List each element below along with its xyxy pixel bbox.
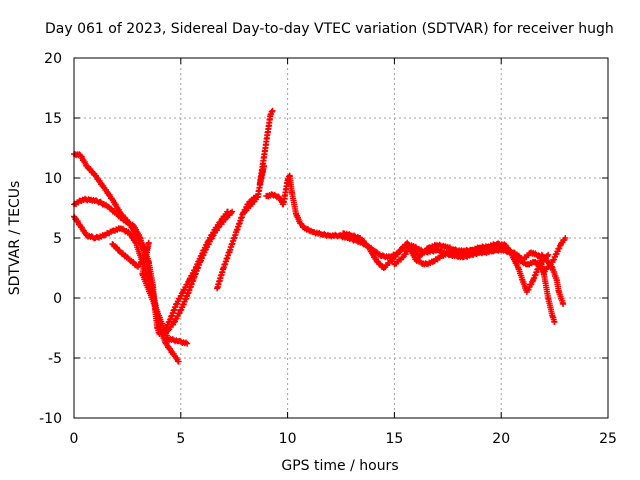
x-axis-label: GPS time / hours	[281, 458, 398, 474]
axis-ticks: 0 5 10 15 20 25 -10 -5 0 5 10 15 20	[39, 51, 617, 447]
series-track-l	[538, 251, 567, 307]
series-track-h	[241, 107, 276, 215]
plot-frame	[73, 57, 609, 419]
chart-title: Day 061 of 2023, Sidereal Day-to-day VTE…	[45, 21, 614, 37]
series-track-j	[340, 230, 552, 295]
y-tick-label: 20	[44, 51, 62, 67]
y-tick-label: 10	[44, 171, 62, 187]
y-tick-label: 5	[53, 231, 62, 247]
x-tick-label: 15	[385, 431, 403, 447]
x-tick-label: 10	[279, 431, 297, 447]
series-track-f	[165, 208, 236, 334]
y-tick-label: -10	[39, 411, 62, 427]
x-tick-label: 5	[176, 431, 185, 447]
y-axis-label: SDTVAR / TECUs	[7, 181, 23, 296]
x-tick-label: 0	[70, 431, 79, 447]
series-track-k	[391, 242, 558, 325]
x-tick-label: 20	[492, 431, 510, 447]
y-tick-label: 0	[53, 291, 62, 307]
series-track-d	[109, 239, 191, 347]
y-tick-label: 15	[44, 111, 62, 127]
x-tick-label: 25	[599, 431, 617, 447]
y-tick-label: -5	[48, 351, 62, 367]
